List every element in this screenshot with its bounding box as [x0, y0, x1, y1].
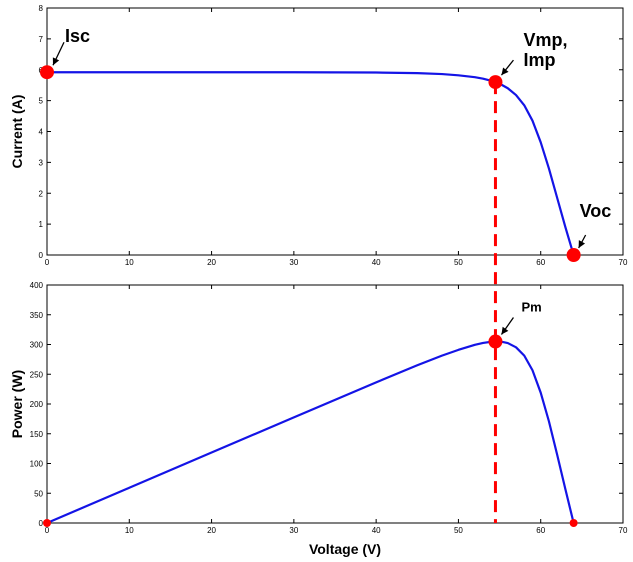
power-y-tick-label: 150: [30, 430, 44, 439]
pv-curve-plot: 0 10 20 30 40 50 60 70 0 50 100 150 200 250 300 350 400 P…: [9, 281, 628, 557]
isc-label: Isc: [65, 26, 90, 46]
pm-arrow-head: [501, 326, 509, 335]
power-x-tick-label: 30: [289, 526, 298, 535]
current-x-tick-label: 70: [619, 258, 628, 267]
power-x-tick-label: 40: [372, 526, 381, 535]
current-y-tick-label: 8: [39, 4, 44, 13]
current-y-tick-label: 7: [39, 35, 44, 44]
power-x-tick-label: 50: [454, 526, 463, 535]
power-x-tick-label: 60: [536, 526, 545, 535]
voc-label: Voc: [580, 201, 612, 221]
power-y-tick-label: 300: [30, 341, 44, 350]
power-curve-line: [45, 340, 575, 525]
power-x-tick-label: 0: [45, 526, 50, 535]
mpp-current-arrow-head: [501, 67, 509, 76]
current-y-axis-label: Current (A): [9, 95, 25, 169]
power-y-tick-label: 250: [30, 370, 44, 379]
marker-layer: [40, 65, 581, 527]
imp-label: Imp: [523, 50, 555, 70]
current-x-tick-label: 10: [125, 258, 134, 267]
power-y-axis-label: Power (W): [9, 370, 25, 438]
pm-label: Pm: [521, 300, 541, 315]
voc-arrow-head: [578, 240, 586, 248]
power-x-tick-label: 70: [619, 526, 628, 535]
power-x-tick-label: 20: [207, 526, 216, 535]
current-y-tick-label: 5: [39, 97, 44, 106]
vmp-label: Vmp,: [523, 30, 567, 50]
current-y-tick-label: 0: [39, 251, 44, 260]
power-y-tick-label: 0: [39, 519, 44, 528]
current-plot-frame: [46, 7, 624, 256]
current-y-tick-label: 2: [39, 189, 44, 198]
power-y-tick-label: 50: [34, 489, 43, 498]
isc-arrow-head: [52, 57, 60, 66]
power-y-tick-label: 200: [30, 400, 44, 409]
current-x-tick-label: 40: [372, 258, 381, 267]
current-curve-line: [45, 71, 575, 257]
isc-marker: [40, 65, 54, 80]
power-x-tick-label: 10: [125, 526, 134, 535]
voc-marker: [566, 248, 581, 262]
current-x-tick-label: 60: [536, 258, 545, 267]
iv-curve-plot: 010203040506070012345678Current (A): [9, 4, 628, 267]
power-y-tick-label: 350: [30, 311, 44, 320]
current-x-tick-label: 20: [207, 258, 216, 267]
origin-marker: [43, 519, 51, 527]
power-x-axis-label: Voltage (V): [309, 541, 381, 557]
voc-power-marker: [569, 519, 578, 527]
pm-marker: [488, 334, 503, 349]
current-x-tick-label: 30: [289, 258, 298, 267]
current-x-tick-label: 50: [454, 258, 463, 267]
power-plot-frame: [46, 284, 624, 524]
current-y-tick-label: 4: [39, 128, 44, 137]
current-y-tick-label: 1: [39, 220, 44, 229]
annotation-layer: Isc Vmp,Imp Voc Pm: [52, 26, 612, 335]
power-y-tick-label: 100: [30, 460, 44, 469]
power-y-tick-label: 400: [30, 281, 44, 290]
current-y-tick-label: 3: [39, 158, 44, 167]
mpp-current-marker: [488, 75, 503, 90]
current-x-tick-label: 0: [45, 258, 50, 267]
